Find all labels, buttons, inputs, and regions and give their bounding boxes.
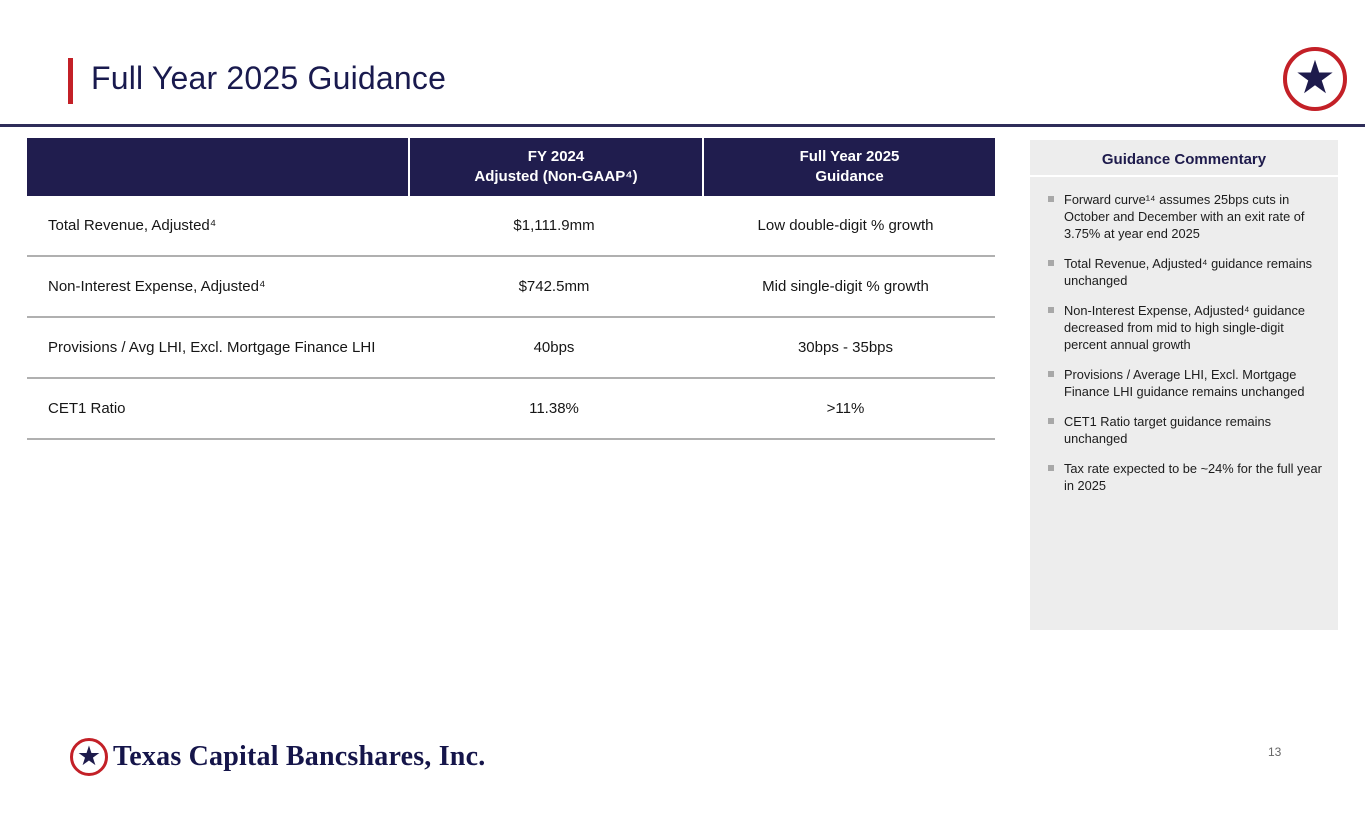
commentary-title-underline [1030, 175, 1338, 177]
table-header-fy2024: FY 2024 Adjusted (Non-GAAP⁴) [410, 138, 702, 196]
header-divider [0, 124, 1365, 127]
row-fy2024-value: $1,111.9mm [513, 217, 595, 234]
table-header-fy2025-line1: Full Year 2025 [799, 148, 900, 165]
guidance-table: FY 2024 Adjusted (Non-GAAP⁴) Full Year 2… [27, 138, 995, 440]
table-header-fy2025-line2: Guidance [815, 168, 884, 185]
title-accent-bar [68, 58, 73, 104]
list-item: Tax rate expected to be ~24% for the ful… [1048, 460, 1324, 494]
table-row: Provisions / Avg LHI, Excl. Mortgage Fin… [27, 318, 995, 379]
texas-capital-star-logo-footer: ★ [70, 738, 108, 776]
star-icon: ★ [76, 740, 102, 771]
table-header-fy2025: Full Year 2025 Guidance [704, 138, 995, 196]
list-item: Total Revenue, Adjusted⁴ guidance remain… [1048, 255, 1324, 289]
commentary-bullet-list: Forward curve¹⁴ assumes 25bps cuts in Oc… [1030, 177, 1338, 494]
table-row: Non-Interest Expense, Adjusted⁴ $742.5mm… [27, 257, 995, 318]
list-item: CET1 Ratio target guidance remains uncha… [1048, 413, 1324, 447]
table-row: CET1 Ratio 11.38% >11% [27, 379, 995, 440]
commentary-title: Guidance Commentary [1101, 151, 1267, 168]
row-fy2024-value: 40bps [533, 339, 575, 356]
table-header-row: FY 2024 Adjusted (Non-GAAP⁴) Full Year 2… [27, 138, 995, 196]
bullet-text: Provisions / Average LHI, Excl. Mortgage… [1064, 367, 1305, 399]
row-label: CET1 Ratio [48, 399, 126, 417]
bullet-text: Total Revenue, Adjusted⁴ guidance remain… [1064, 256, 1313, 288]
bullet-square-icon [1048, 418, 1054, 424]
page-title: Full Year 2025 Guidance [91, 60, 447, 96]
row-fy2024-value: $742.5mm [518, 278, 590, 295]
list-item: Forward curve¹⁴ assumes 25bps cuts in Oc… [1048, 191, 1324, 242]
row-fy2024-value: 11.38% [529, 400, 579, 417]
bullet-square-icon [1048, 196, 1054, 202]
texas-capital-star-logo: ★ [1283, 47, 1347, 111]
bullet-square-icon [1048, 260, 1054, 266]
row-label: Provisions / Avg LHI, Excl. Mortgage Fin… [48, 338, 376, 356]
row-fy2025-value: Low double-digit % growth [757, 217, 934, 234]
bullet-square-icon [1048, 307, 1054, 313]
bullet-text: Non-Interest Expense, Adjusted⁴ guidance… [1064, 303, 1305, 352]
row-fy2025-value: Mid single-digit % growth [762, 278, 929, 295]
bullet-text: Forward curve¹⁴ assumes 25bps cuts in Oc… [1064, 192, 1305, 241]
table-header-fy2024-line2: Adjusted (Non-GAAP⁴) [474, 168, 638, 185]
page-number: 13 [1268, 745, 1282, 759]
table-row: Total Revenue, Adjusted⁴ $1,111.9mm Low … [27, 196, 995, 257]
row-label: Total Revenue, Adjusted⁴ [48, 216, 217, 234]
company-name: Texas Capital Bancshares, Inc. [113, 741, 486, 772]
row-fy2025-value: >11% [826, 400, 865, 417]
guidance-commentary-panel: Guidance Commentary Forward curve¹⁴ assu… [1030, 140, 1338, 630]
row-label: Non-Interest Expense, Adjusted⁴ [48, 277, 266, 295]
table-header-fy2024-line1: FY 2024 [527, 148, 585, 165]
bullet-text: Tax rate expected to be ~24% for the ful… [1064, 461, 1322, 493]
star-icon: ★ [1294, 51, 1336, 103]
bullet-square-icon [1048, 465, 1054, 471]
row-fy2025-value: 30bps - 35bps [797, 339, 894, 356]
bullet-square-icon [1048, 371, 1054, 377]
bullet-text: CET1 Ratio target guidance remains uncha… [1064, 414, 1271, 446]
list-item: Non-Interest Expense, Adjusted⁴ guidance… [1048, 302, 1324, 353]
list-item: Provisions / Average LHI, Excl. Mortgage… [1048, 366, 1324, 400]
table-header-empty [27, 138, 408, 196]
